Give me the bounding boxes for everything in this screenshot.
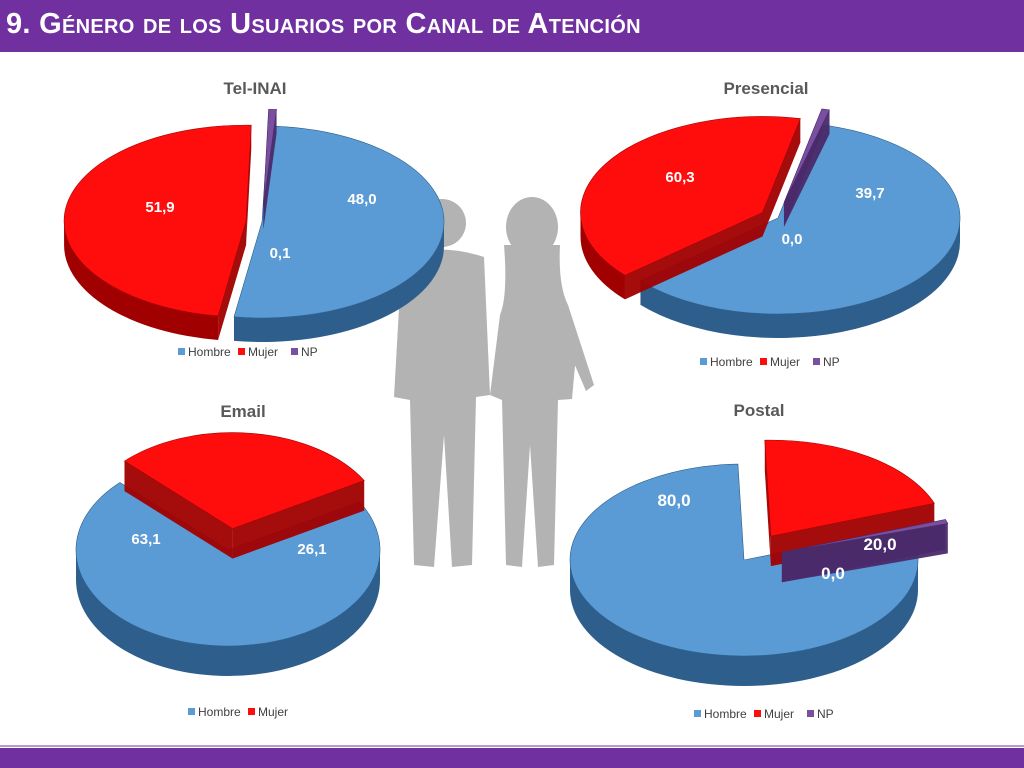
data-label-hombre: 60,3 <box>665 169 694 186</box>
chart-title: Email <box>220 402 265 421</box>
chart-title: Presencial <box>723 79 808 98</box>
slice-mujer <box>123 432 365 559</box>
legend-entry-mujer: Mujer <box>754 707 794 721</box>
data-label-np: 0,1 <box>270 245 291 262</box>
data-label-np: 0,0 <box>821 564 845 583</box>
legend-entry-np: NP <box>291 345 318 359</box>
data-label-hombre: 51,9 <box>145 199 174 216</box>
legend-entry-np: NP <box>807 707 834 721</box>
legend-entry-mujer: Mujer <box>760 355 800 369</box>
svg-text:Mujer: Mujer <box>764 707 794 721</box>
data-label-hombre: 63,1 <box>131 531 160 548</box>
legend-entry-hombre: Hombre <box>694 707 747 721</box>
pie-chart-presencial: Presencial 60,3 39,7 0,0 Hombre Mujer NP <box>580 79 961 369</box>
svg-text:Mujer: Mujer <box>258 705 288 719</box>
legend-entry-hombre: Hombre <box>700 355 753 369</box>
footer-bar <box>0 748 1024 768</box>
legend-entry-hombre: Hombre <box>188 705 241 719</box>
svg-text:Hombre: Hombre <box>188 345 231 359</box>
pie-chart-tel-inai: Tel-INAI 51,9 48,0 0,1 Hombre Mujer NP <box>63 79 445 359</box>
svg-text:NP: NP <box>817 707 834 721</box>
footer-line <box>0 745 1024 747</box>
svg-text:Hombre: Hombre <box>710 355 753 369</box>
data-label-mujer: 48,0 <box>347 191 376 208</box>
legend-entry-mujer: Mujer <box>238 345 278 359</box>
svg-text:Hombre: Hombre <box>198 705 241 719</box>
data-label-mujer: 39,7 <box>855 185 884 202</box>
legend-entry-hombre: Hombre <box>178 345 231 359</box>
legend-entry-np: NP <box>813 355 840 369</box>
couple-silhouette <box>394 197 594 567</box>
svg-text:Mujer: Mujer <box>770 355 800 369</box>
data-label-hombre: 80,0 <box>657 491 690 510</box>
slice-mujer <box>63 124 252 340</box>
title-bar: 9. Género de los Usuarios por Canal de A… <box>0 0 1024 52</box>
data-label-np: 0,0 <box>782 231 803 248</box>
chart-title: Tel-INAI <box>224 79 287 98</box>
svg-text:Mujer: Mujer <box>248 345 278 359</box>
slice-np <box>783 108 830 227</box>
legend-entry-mujer: Mujer <box>248 705 288 719</box>
svg-text:NP: NP <box>823 355 840 369</box>
pie-chart-email: Email 63,1 26,1 Hombre Mujer <box>75 402 381 719</box>
data-label-mujer: 26,1 <box>297 541 326 558</box>
slice-hombre <box>233 125 445 342</box>
chart-title: Postal <box>733 401 784 420</box>
data-label-mujer: 20,0 <box>863 535 896 554</box>
svg-text:Hombre: Hombre <box>704 707 747 721</box>
slice-np <box>781 519 949 583</box>
svg-text:NP: NP <box>301 345 318 359</box>
slice-mujer <box>580 116 801 300</box>
page-title: 9. Género de los Usuarios por Canal de A… <box>6 8 641 40</box>
pie-chart-postal: Postal 80,0 20,0 0,0 Hombre Mujer NP <box>569 401 949 721</box>
slice-np <box>263 108 277 230</box>
